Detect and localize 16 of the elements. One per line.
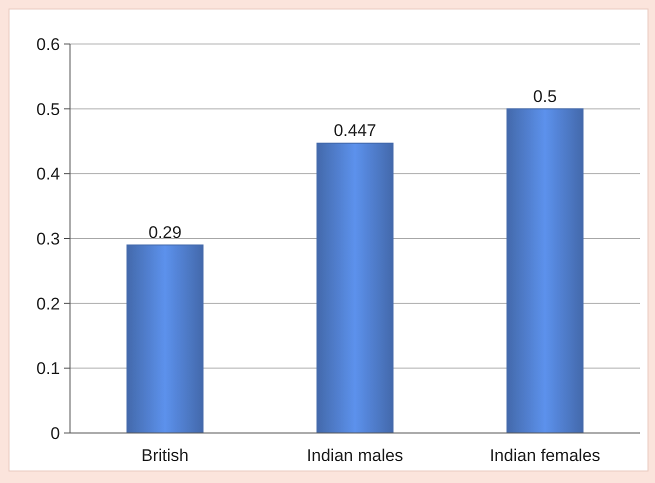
x-tick-label: Indian males <box>306 446 404 465</box>
data-label: 0.447 <box>334 121 376 140</box>
y-tick-label: 0.6 <box>36 34 60 54</box>
bar <box>126 244 204 434</box>
y-tick-label: 0 <box>50 424 60 443</box>
y-tick-label: 0.1 <box>36 359 60 378</box>
y-tick-label: 0.4 <box>36 164 60 184</box>
y-tick-label: 0.5 <box>36 100 60 119</box>
bar <box>316 142 394 434</box>
x-tick-label: British <box>141 446 189 465</box>
y-tick-label: 0.2 <box>36 294 60 314</box>
data-label: 0.5 <box>533 86 557 106</box>
x-tick-label: Indian females <box>490 446 600 465</box>
bar <box>506 108 584 434</box>
data-label: 0.29 <box>148 222 182 242</box>
y-tick-label: 0.3 <box>36 229 60 248</box>
